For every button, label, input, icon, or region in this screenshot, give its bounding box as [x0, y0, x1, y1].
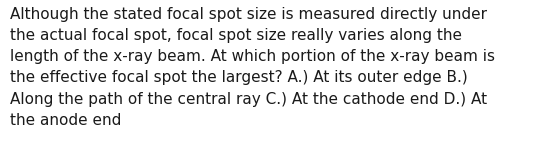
Text: Although the stated focal spot size is measured directly under
the actual focal : Although the stated focal spot size is m…	[10, 7, 495, 128]
